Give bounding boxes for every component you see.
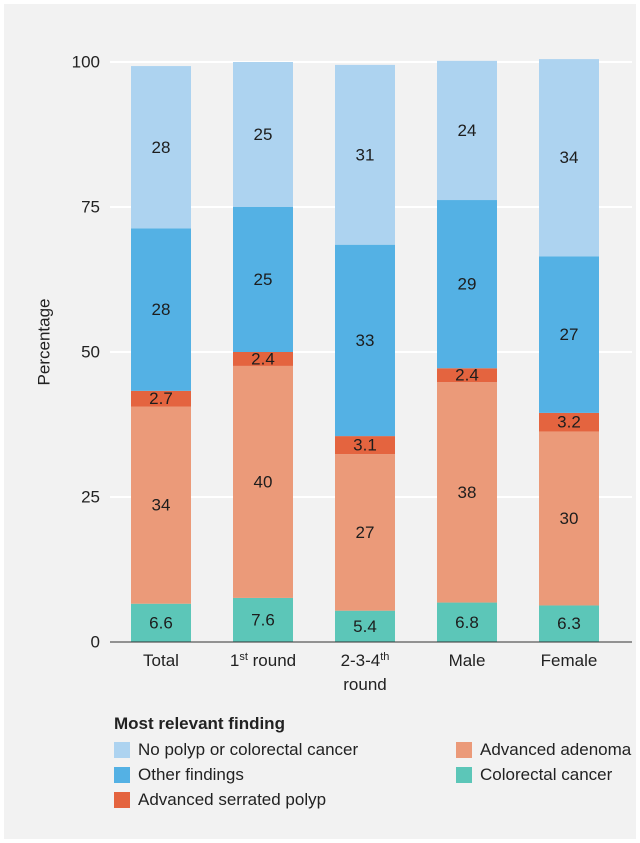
legend-label: Other findings (138, 765, 244, 784)
bar-segment (437, 200, 497, 369)
data-label: 34 (560, 148, 579, 167)
data-label: 25 (254, 270, 273, 289)
data-label: 7.6 (251, 610, 275, 629)
data-label: 6.8 (455, 613, 479, 632)
legend-label: Advanced adenoma (480, 740, 632, 759)
data-label: 3.1 (353, 436, 377, 455)
data-label: 30 (560, 509, 579, 528)
bar-segment (233, 62, 293, 207)
y-tick-label: 50 (81, 343, 100, 362)
legend-title: Most relevant finding (114, 714, 285, 733)
bar-segment (335, 454, 395, 611)
legend-item-no-polyp: No polyp or colorectal cancer (114, 738, 456, 762)
bar-segment (131, 406, 191, 604)
data-label: 38 (458, 483, 477, 502)
data-label: 2.4 (455, 366, 479, 385)
figure-panel: 6.6 34 2.7 28 28 7.6 40 2.4 25 25 5.4 27 3.1 33 31 6.8 3… (4, 4, 636, 839)
bar-segment (233, 352, 293, 366)
data-label: 34 (152, 496, 171, 515)
legend-swatch (114, 792, 130, 808)
y-tick-label: 100 (72, 53, 100, 72)
x-tick-label-line2: round (343, 675, 386, 694)
bar-segment (335, 244, 395, 437)
data-label: 40 (254, 472, 273, 491)
bar-segment (233, 597, 293, 642)
legend-swatch (114, 742, 130, 758)
bar-segment (437, 368, 497, 383)
legend-item-advanced-adenoma: Advanced adenoma (456, 738, 636, 762)
legend-swatch (456, 742, 472, 758)
y-tick-label: 0 (91, 633, 100, 652)
data-label: 28 (152, 138, 171, 157)
x-tick-label: 1st round (230, 651, 296, 670)
y-axis-title: Percentage (35, 299, 54, 386)
data-label: 5.4 (353, 617, 377, 636)
data-label: 31 (356, 145, 375, 164)
data-label: 33 (356, 331, 375, 350)
data-label: 3.2 (557, 413, 581, 432)
data-label: 6.6 (149, 613, 173, 632)
data-label: 27 (560, 325, 579, 344)
data-label: 25 (254, 125, 273, 144)
legend-label: Advanced serrated polyp (138, 790, 327, 809)
bar-segment (335, 610, 395, 642)
x-tick-label: Total (143, 651, 179, 670)
bar-segment (437, 602, 497, 642)
data-label: 6.3 (557, 614, 581, 633)
y-tick-label: 75 (81, 198, 100, 217)
x-tick-label: 2-3-4th (341, 651, 390, 670)
data-label: 2.4 (251, 349, 275, 368)
stacked-bar-chart: 6.6 34 2.7 28 28 7.6 40 2.4 25 25 5.4 27 3.1 33 31 6.8 3… (35, 53, 632, 694)
bar-segment (437, 382, 497, 603)
data-label: 27 (356, 523, 375, 542)
bar-segment (131, 66, 191, 229)
bar-segment (539, 59, 599, 257)
legend-item-advanced-serrated-polyp: Advanced serrated polyp (114, 788, 456, 812)
bar-segment (131, 603, 191, 642)
legend-item-other-findings: Other findings (114, 763, 456, 787)
bar-segment (539, 431, 599, 606)
bar-segment (233, 207, 293, 352)
legend-items: No polyp or colorectal cancer Advanced a… (114, 738, 634, 812)
bar-segment (437, 60, 497, 201)
data-label: 29 (458, 275, 477, 294)
x-tick-label: Female (541, 651, 598, 670)
legend: Most relevant finding No polyp or colore… (114, 714, 634, 812)
legend-item-colorectal-cancer: Colorectal cancer (456, 763, 636, 787)
x-tick-label: Male (449, 651, 486, 670)
bar-segment (335, 436, 395, 455)
bar-segment (539, 256, 599, 413)
bar-segment (131, 228, 191, 391)
bar-segment (539, 605, 599, 642)
data-label: 28 (152, 300, 171, 319)
legend-swatch (114, 767, 130, 783)
legend-swatch (456, 767, 472, 783)
data-label: 24 (458, 121, 477, 140)
y-tick-label: 25 (81, 488, 100, 507)
bar-segment (131, 390, 191, 407)
legend-label: No polyp or colorectal cancer (138, 740, 359, 759)
legend-label: Colorectal cancer (480, 765, 613, 784)
bar-segment (539, 412, 599, 432)
bar-segment (335, 64, 395, 245)
bar-segment (233, 365, 293, 598)
data-label: 2.7 (149, 389, 173, 408)
